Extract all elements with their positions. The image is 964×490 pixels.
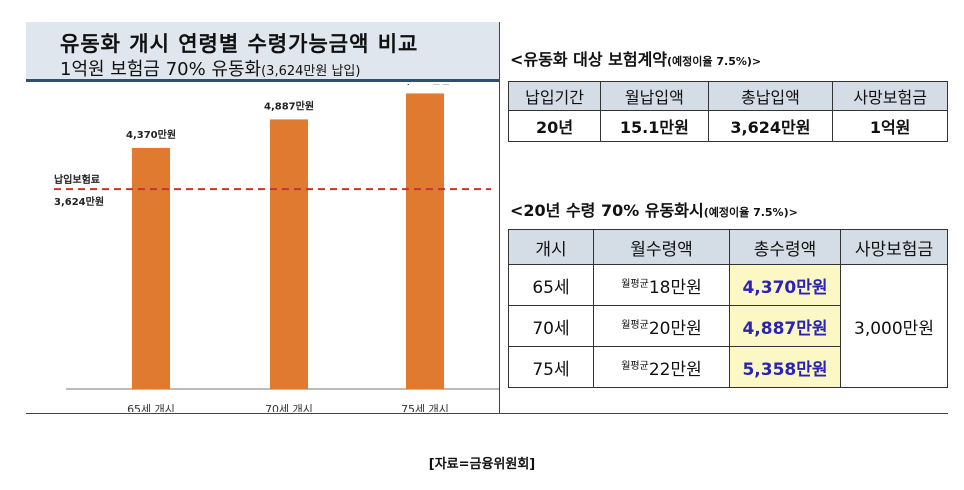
payout-total: 5,358만원 [729, 346, 841, 388]
payout-title-text: <20년 수령 70% 유동화시 [510, 201, 704, 220]
reference-value-label: 3,624만원 [54, 195, 104, 208]
payout-header-row: 개시 월수령액 총수령액 사망보험금 [508, 229, 948, 265]
monthly-value: 22만원 [648, 359, 702, 380]
reference-label: 납입보험료 [54, 173, 100, 186]
contract-table: 납입기간 월납입액 총납입액 사망보험금 20년 15.1만원 3,624만원 … [507, 81, 948, 142]
category-label: 65세 개시 [127, 403, 175, 412]
payout-header-cell: 월수령액 [593, 229, 730, 265]
contract-cell: 1억원 [832, 110, 948, 142]
payout-age: 70세 [508, 305, 594, 347]
monthly-prefix: 월평균 [621, 360, 649, 372]
bar [132, 147, 170, 389]
chart-title: 유동화 개시 연령별 수령가능금액 비교 [60, 32, 419, 56]
contract-header-row: 납입기간 월납입액 총납입액 사망보험금 [507, 81, 948, 111]
contract-title-note: (예정이율 7.5%)> [667, 55, 762, 68]
payout-monthly: 월평균20만원 [593, 305, 730, 347]
contract-cell: 15.1만원 [600, 110, 709, 142]
payout-total: 4,887만원 [729, 305, 841, 347]
payout-header-cell: 개시 [508, 229, 594, 265]
bar-value-label: 5,358만원 [400, 84, 450, 86]
payout-death-benefit: 3,000만원 [840, 264, 948, 388]
payout-title-note: (예정이율 7.5%)> [703, 206, 798, 219]
contract-cell: 3,624만원 [707, 110, 834, 142]
payout-row: 65세 월평균18만원 4,370만원 3,000만원 [508, 264, 948, 388]
bar-value-label: 4,887만원 [264, 99, 314, 112]
chart-subtitle: 1억원 보험금 70% 유동화(3,624만원 납입) [60, 55, 360, 81]
monthly-prefix: 월평균 [621, 319, 649, 331]
monthly-prefix: 월평균 [621, 278, 649, 290]
bar-value-label: 4,370만원 [126, 128, 176, 141]
payout-title: <20년 수령 70% 유동화시(예정이율 7.5%)> [510, 197, 798, 221]
contract-title-text: <유동화 대상 보험계약 [510, 50, 668, 69]
payout-row: 75세 월평균22만원 5,358만원 [508, 346, 948, 388]
contract-header-cell: 월납입액 [600, 81, 709, 111]
chart-subtitle-paren: (3,624만원 납입) [261, 64, 361, 79]
payout-monthly: 월평균22만원 [593, 346, 730, 388]
bar [406, 93, 444, 390]
payout-header-cell: 사망보험금 [840, 229, 948, 265]
payout-total: 4,370만원 [729, 264, 841, 306]
panel-divider [499, 22, 500, 414]
payout-age: 75세 [508, 346, 594, 388]
bar [270, 119, 308, 389]
payout-table: 개시 월수령액 총수령액 사망보험금 65세 월평균18만원 4,370만원 3… [508, 229, 948, 388]
contract-title: <유동화 대상 보험계약(예정이율 7.5%)> [510, 46, 761, 70]
contract-cell: 20년 [507, 110, 602, 142]
chart-title-box: 유동화 개시 연령별 수령가능금액 비교 1억원 보험금 70% 유동화(3,6… [26, 22, 500, 82]
contract-header-cell: 총납입액 [707, 81, 834, 111]
source-credit: [자료=금융위원회] [428, 457, 536, 472]
payout-age: 65세 [508, 264, 594, 306]
bar-chart: 4,370만원 65세 개시 4,887만원 70세 개시 5,358만원 75세 개시 납… [54, 84, 500, 412]
payout-header-cell: 총수령액 [729, 229, 841, 265]
contract-header-cell: 납입기간 [507, 81, 602, 111]
contract-row: 20년 15.1만원 3,624만원 1억원 [507, 110, 948, 142]
monthly-value: 18만원 [648, 277, 702, 298]
category-label: 75세 개시 [401, 403, 449, 412]
bottom-rule [26, 413, 948, 414]
contract-header-cell: 사망보험금 [832, 81, 948, 111]
category-label: 70세 개시 [265, 403, 313, 412]
monthly-value: 20만원 [648, 318, 702, 339]
payout-row: 70세 월평균20만원 4,887만원 [508, 305, 948, 347]
payout-monthly: 월평균18만원 [593, 264, 730, 306]
chart-panel: 유동화 개시 연령별 수령가능금액 비교 1억원 보험금 70% 유동화(3,6… [26, 22, 500, 414]
chart-subtitle-main: 1억원 보험금 70% 유동화 [60, 59, 262, 80]
